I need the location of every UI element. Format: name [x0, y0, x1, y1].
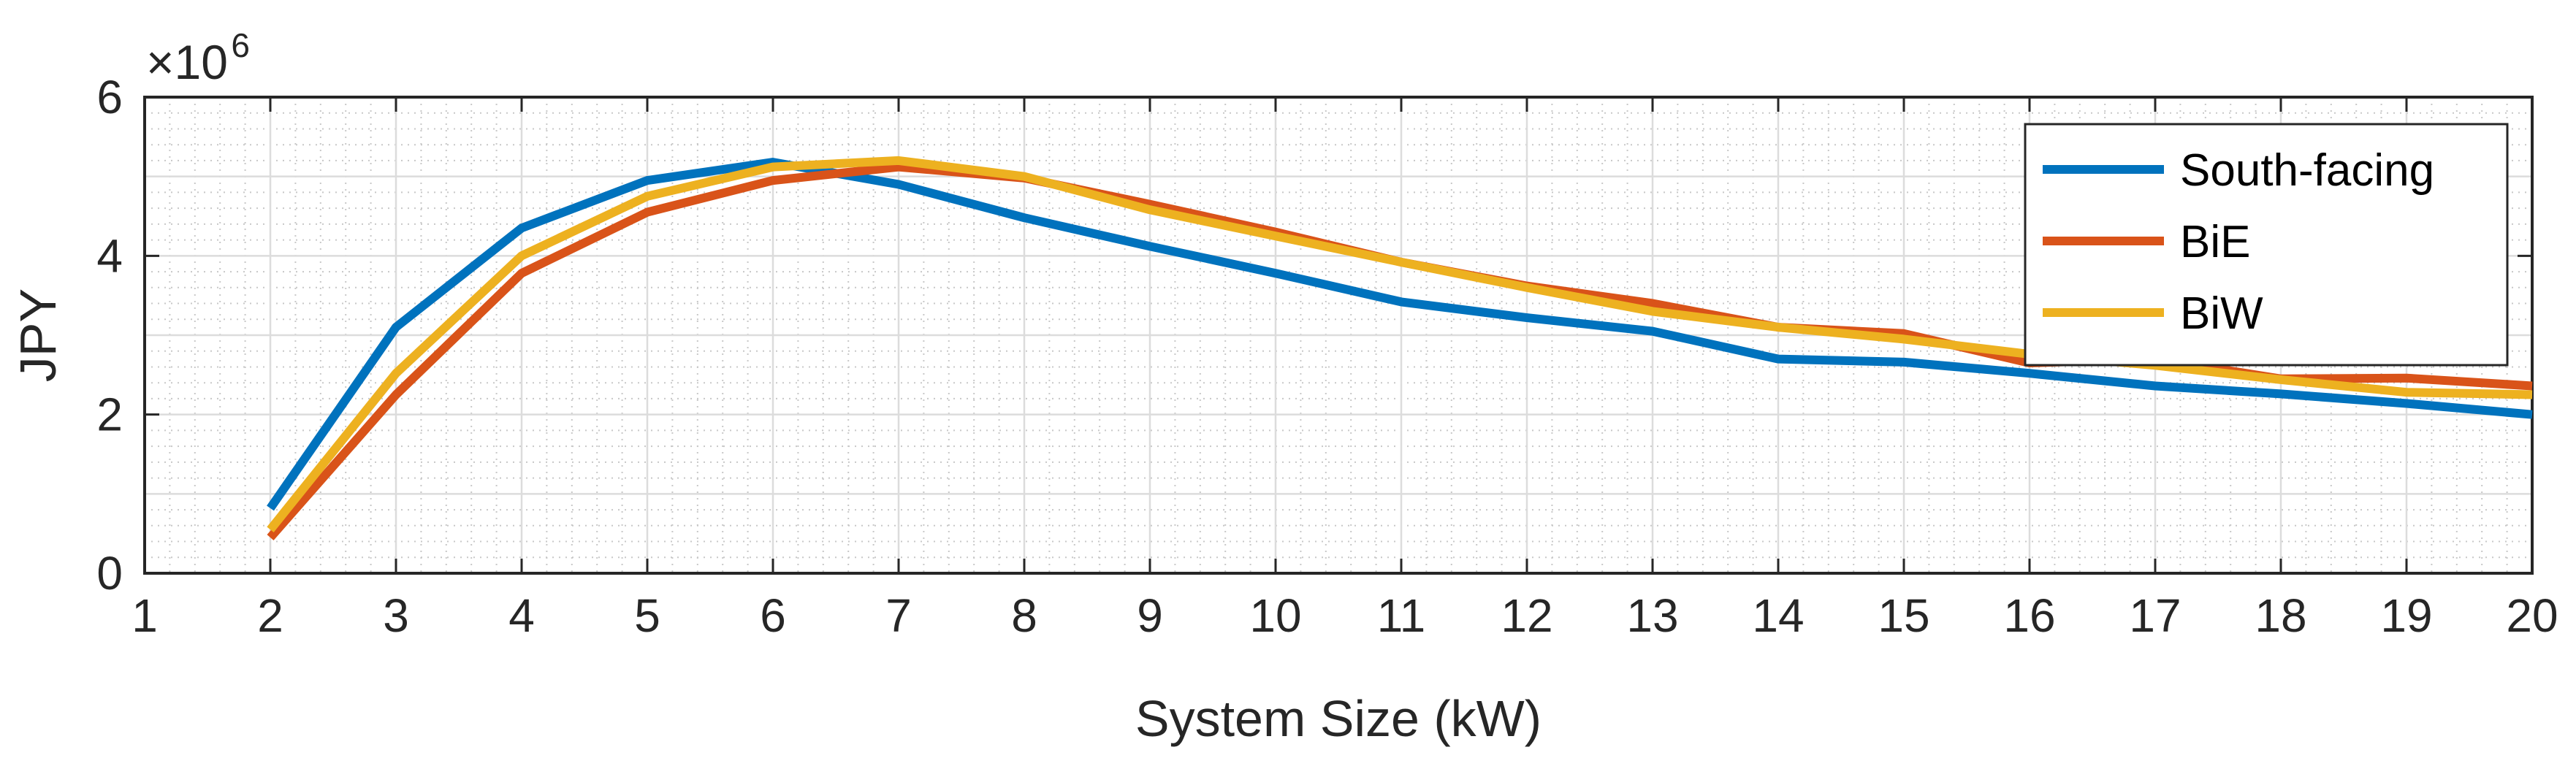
x-tick-label: 19 [2380, 589, 2432, 642]
legend: South-facing BiE BiW [2024, 123, 2509, 367]
x-tick-label: 16 [2003, 589, 2055, 642]
x-tick-label: 7 [885, 589, 912, 642]
y-tick-labels: 0 2 4 6 [96, 71, 123, 600]
x-tick-label: 18 [2255, 589, 2306, 642]
legend-label-south-facing: South-facing [2180, 145, 2434, 196]
y-exponent-label: ×10 6 [146, 26, 250, 89]
x-tick-label: 8 [1011, 589, 1037, 642]
y-tick-label: 0 [96, 547, 123, 600]
y-exponent-power: 6 [231, 26, 250, 64]
x-tick-labels: 1 2 3 4 5 6 7 8 9 10 11 12 13 14 15 16 17 18 19 20 [132, 589, 2558, 642]
y-tick-label: 4 [96, 229, 123, 282]
legend-label-bie: BiE [2180, 217, 2250, 267]
x-tick-label: 20 [2506, 589, 2558, 642]
y-tick-label: 6 [96, 71, 123, 123]
x-tick-label: 11 [1377, 589, 1425, 642]
tick-marks [143, 96, 2534, 575]
x-tick-label: 9 [1137, 589, 1163, 642]
x-tick-label: 6 [760, 589, 786, 642]
y-exponent-prefix: ×10 [146, 35, 228, 89]
x-tick-label: 2 [257, 589, 283, 642]
x-tick-label: 3 [383, 589, 409, 642]
x-tick-label: 15 [1878, 589, 1929, 642]
series-line-south-facing [267, 158, 2533, 511]
x-tick-label: 1 [132, 589, 158, 642]
x-tick-label: 17 [2129, 589, 2181, 642]
x-tick-label: 12 [1501, 589, 1552, 642]
plot-area-frame [143, 96, 2534, 575]
x-tick-label: 10 [1249, 589, 1301, 642]
legend-label-biw: BiW [2180, 288, 2263, 339]
x-tick-label: 5 [634, 589, 660, 642]
x-axis-label: System Size (kW) [1135, 690, 1542, 747]
x-tick-label: 14 [1752, 589, 1804, 642]
y-tick-label: 2 [96, 388, 123, 441]
x-tick-label: 4 [508, 589, 535, 642]
y-axis-label: JPY [9, 288, 66, 382]
x-tick-label: 13 [1626, 589, 1678, 642]
